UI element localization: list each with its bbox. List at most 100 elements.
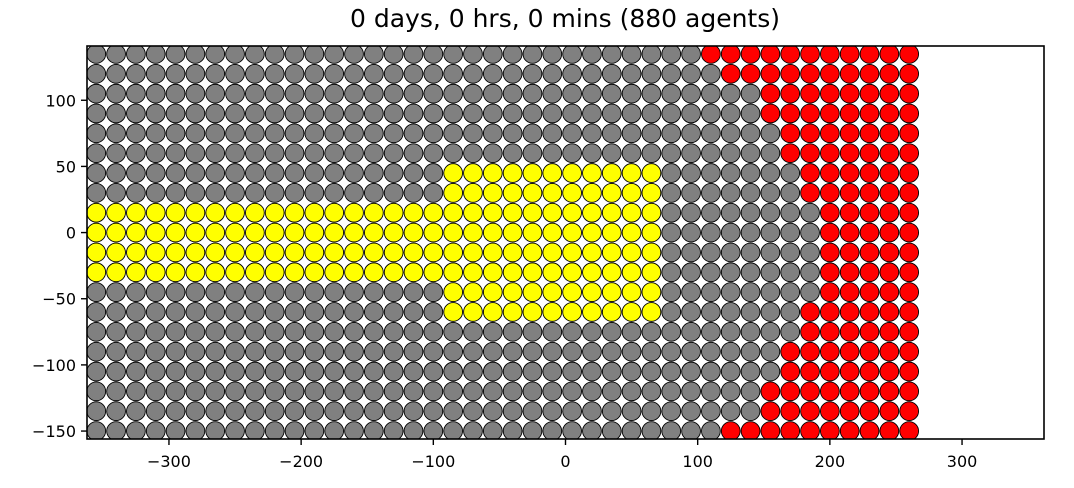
agent-point-gray [740, 381, 761, 402]
agent-point-gray [165, 83, 186, 104]
agent-point-gray [205, 103, 226, 124]
agent-point-gray [740, 83, 761, 104]
agent-point-gray [681, 302, 701, 322]
agent-point-yellow [542, 282, 563, 302]
agent-point-red [859, 282, 880, 302]
agent-point-gray [542, 361, 563, 382]
agent-point-gray [522, 123, 543, 144]
agent-point-gray [423, 341, 444, 362]
agent-point-gray [681, 282, 701, 302]
agent-point-gray [522, 46, 543, 64]
agent-point-gray [463, 83, 483, 104]
agent-point-yellow [562, 282, 582, 302]
agent-point-gray [800, 202, 820, 223]
agent-point-gray [780, 282, 801, 302]
agent-point-gray [87, 302, 107, 322]
agent-point-yellow [522, 202, 543, 223]
agent-point-red [800, 421, 820, 439]
agent-point-gray [363, 183, 384, 203]
agent-point-gray [482, 63, 503, 84]
agent-point-yellow [621, 222, 642, 243]
agent-point-gray [264, 183, 285, 203]
agent-point-gray [800, 282, 820, 302]
agent-point-gray [363, 321, 384, 342]
agent-point-red [859, 183, 880, 203]
agent-point-red [721, 442, 740, 461]
agent-point-yellow [304, 242, 325, 263]
agent-point-gray [522, 143, 543, 164]
agent-point-red [780, 143, 801, 164]
agent-point-red [820, 46, 840, 64]
agent-point-gray [423, 401, 444, 422]
agent-point-gray [284, 63, 305, 84]
agent-point-gray [145, 103, 166, 124]
agent-point-yellow [344, 242, 364, 263]
agent-point-red [820, 341, 840, 362]
agent-point-gray [185, 401, 206, 422]
agent-point-gray [641, 123, 662, 144]
agent-point-red [800, 103, 820, 124]
agent-point-gray [403, 163, 424, 183]
agent-point-gray [304, 302, 325, 322]
agent-point-gray [542, 341, 563, 362]
agent-point-gray [324, 163, 345, 183]
agent-point-red [760, 421, 781, 439]
agent-point-red [839, 83, 860, 104]
agent-point-gray [621, 321, 642, 342]
y-tick-label: 50 [56, 157, 76, 176]
agent-point-gray [324, 103, 345, 124]
agent-point-red [899, 401, 920, 422]
agent-point-gray [106, 163, 126, 183]
agent-point-gray [463, 103, 483, 124]
agent-point-yellow [245, 262, 265, 283]
agent-point-yellow [383, 242, 404, 263]
agent-point-gray [344, 401, 364, 422]
agent-point-gray [165, 282, 186, 302]
agent-point-gray [681, 163, 701, 183]
agent-point-red [859, 242, 880, 263]
agent-point-gray [185, 361, 206, 382]
agent-point-gray [583, 442, 602, 461]
agent-point-red [820, 282, 840, 302]
agent-point-gray [185, 341, 206, 362]
agent-point-gray [621, 123, 642, 144]
agent-point-red [800, 321, 820, 342]
agent-point-yellow [601, 202, 622, 223]
agent-point-gray [185, 123, 206, 144]
agent-point-gray [284, 341, 305, 362]
agent-point-gray [542, 63, 563, 84]
agent-point-gray [284, 361, 305, 382]
agent-point-gray [304, 183, 325, 203]
agent-point-yellow [87, 242, 107, 263]
agent-point-gray [245, 83, 265, 104]
agent-point-red [800, 163, 820, 183]
agent-point-red [839, 361, 860, 382]
agent-point-yellow [324, 222, 345, 243]
agent-point-gray [126, 321, 146, 342]
agent-point-red [879, 222, 900, 243]
agent-point-gray [701, 143, 721, 164]
agent-point-yellow [621, 202, 642, 223]
agent-point-yellow [185, 242, 206, 263]
agent-point-red [860, 442, 879, 461]
agent-point-gray [165, 421, 186, 439]
agent-point-red [879, 321, 900, 342]
agent-point-gray [344, 381, 364, 402]
agent-point-red [839, 242, 860, 263]
agent-point-gray [363, 83, 384, 104]
agent-point-red [760, 46, 781, 64]
agent-point-gray [760, 302, 781, 322]
agent-point-gray [304, 361, 325, 382]
agent-point-gray [106, 421, 126, 439]
agent-point-gray [324, 83, 345, 104]
agent-point-gray [601, 123, 622, 144]
agent-point-gray [740, 202, 761, 223]
agent-point-gray [443, 123, 463, 144]
agent-point-red [859, 321, 880, 342]
agent-point-gray [443, 103, 463, 124]
agent-point-gray [87, 143, 107, 164]
agent-point-yellow [87, 262, 107, 283]
agent-point-yellow [522, 302, 543, 322]
agent-point-gray [760, 242, 781, 263]
agent-point-gray [205, 282, 226, 302]
